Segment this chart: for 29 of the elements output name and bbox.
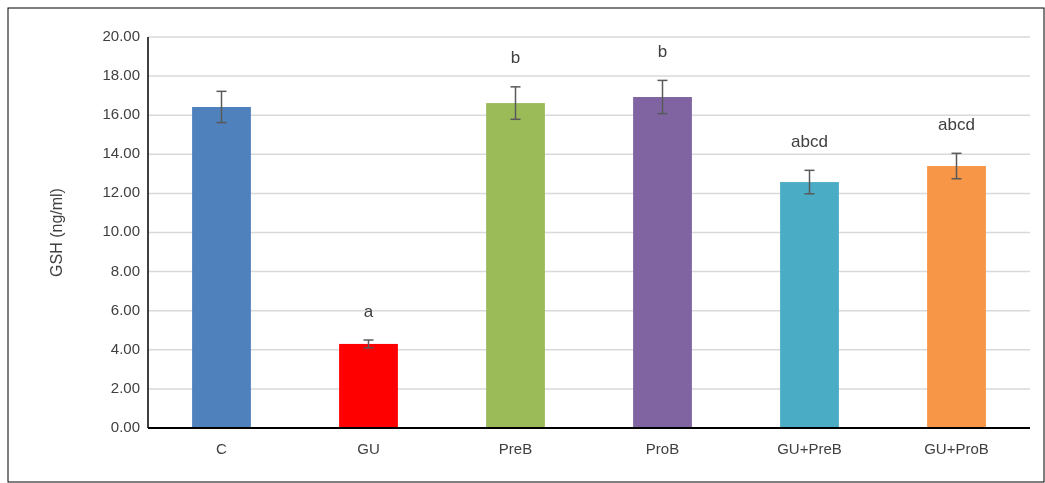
bar: [780, 182, 839, 428]
y-tick-label: 4.00: [110, 339, 140, 357]
y-tick-label: 12.00: [102, 183, 140, 201]
y-tick-label: 10.00: [102, 222, 140, 240]
y-tick-label: 6.00: [110, 300, 140, 318]
y-tick-label: 2.00: [110, 378, 140, 396]
bar: [633, 97, 692, 428]
x-tick-label: GU+PreB: [777, 440, 842, 457]
y-axis-title: GSH (ng/ml): [48, 188, 65, 277]
x-tick-label: GU+ProB: [924, 440, 989, 457]
y-tick-label: 16.00: [102, 105, 140, 123]
data-label: abcd: [938, 114, 975, 134]
x-tick-label: C: [216, 440, 228, 457]
bar: [192, 106, 251, 428]
y-tick-label: 14.00: [102, 144, 140, 162]
y-tick-label: 8.00: [110, 261, 140, 279]
x-tick-label: ProB: [645, 440, 680, 457]
y-tick-label: 0.00: [110, 417, 140, 435]
data-label: b: [510, 48, 521, 68]
bar: [486, 103, 545, 428]
data-label: a: [363, 301, 374, 321]
bar: [927, 166, 986, 428]
x-tick-label: GU: [357, 440, 380, 457]
y-tick-label: 20.00: [102, 26, 140, 44]
x-tick-label: PreB: [498, 440, 533, 457]
data-label: b: [657, 41, 668, 61]
y-tick-label: 18.00: [102, 66, 140, 84]
bar: [339, 343, 398, 428]
data-label: abcd: [791, 131, 828, 151]
